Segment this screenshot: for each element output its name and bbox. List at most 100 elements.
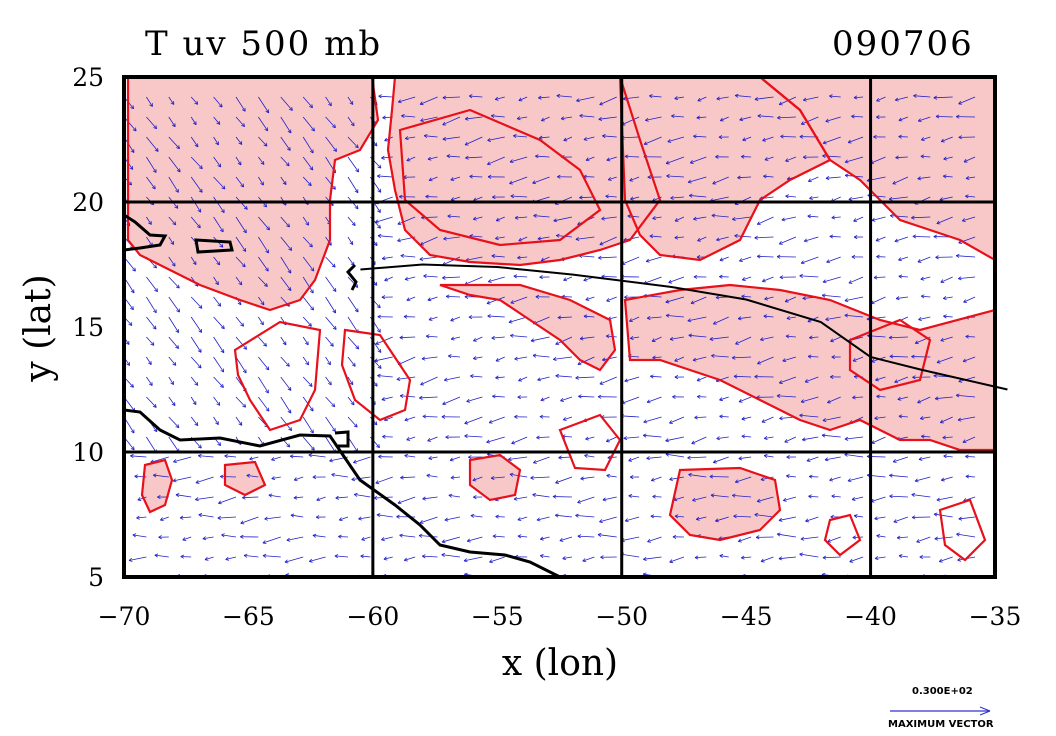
wind-vector-45 (146, 176, 156, 190)
wind-vector-head (807, 214, 812, 219)
wind-vector-head (159, 517, 164, 522)
wind-vector-head (384, 277, 389, 282)
wind-vector-798 (801, 116, 819, 125)
wind-vector-205 (293, 476, 304, 481)
wind-vector-114 (213, 296, 222, 307)
wind-vector-head (898, 134, 902, 139)
wind-vector-head (332, 185, 336, 190)
wind-vector-head (349, 241, 354, 245)
wind-vector-348 (401, 115, 416, 118)
wind-vector-head (377, 373, 381, 378)
wind-vector-head (243, 205, 248, 210)
wind-vector-472 (513, 135, 528, 138)
wind-vector-226 (309, 556, 326, 562)
wind-vector-271 (347, 156, 359, 173)
wind-vector-head (289, 454, 294, 459)
wind-vector-head (831, 355, 835, 360)
wind-vector-head (428, 177, 433, 182)
wind-vector-head (694, 555, 699, 560)
wind-vector-61 (168, 356, 177, 366)
wind-vector-142 (235, 236, 247, 252)
wind-vector-214 (302, 296, 314, 311)
wind-vector-head (697, 97, 702, 102)
wind-vector-head (696, 377, 701, 382)
wind-vector-755 (786, 475, 796, 478)
wind-vector-562 (606, 335, 617, 338)
wind-vector-head (821, 293, 826, 298)
wind-vector-583 (620, 415, 640, 418)
wind-vector-878 (893, 516, 909, 523)
wind-vector-173 (258, 116, 269, 132)
wind-vector-head (196, 224, 201, 229)
wind-vector-310 (377, 375, 393, 378)
wind-vector-711 (732, 356, 752, 359)
wind-vector-head (445, 294, 450, 299)
wind-vector-head (530, 475, 534, 480)
wind-vector-638 (666, 314, 684, 318)
wind-vector-768 (781, 216, 796, 221)
wind-vector-head (376, 444, 380, 449)
wind-vector-head (311, 127, 315, 132)
wind-vector-head (399, 335, 404, 340)
wind-vector-393 (447, 215, 460, 218)
wind-vector-708 (741, 416, 752, 420)
shaded-region-7 (142, 460, 172, 512)
wind-vector-head (198, 328, 203, 333)
wind-vector-124 (213, 96, 223, 108)
wind-vector-154 (242, 496, 259, 499)
wind-vector-head (647, 175, 652, 180)
wind-vector-518 (553, 216, 573, 222)
wind-vector-491 (541, 256, 550, 262)
wind-vector-head (605, 438, 610, 443)
wind-vector-795 (808, 176, 819, 182)
wind-vector-head (487, 279, 492, 283)
wind-vector-417 (469, 235, 483, 238)
wind-vector-head (539, 414, 544, 419)
wind-vector-962 (965, 336, 976, 338)
wind-vector-head (512, 133, 517, 138)
wind-vector-276 (360, 555, 371, 558)
wind-vector-head (355, 345, 360, 350)
wind-vector-341 (400, 255, 416, 258)
wind-vector-head (763, 453, 768, 458)
wind-vector-head (889, 473, 893, 478)
wind-vector-head (516, 116, 521, 121)
wind-vector-928 (934, 513, 953, 518)
wind-vector-head (599, 101, 604, 106)
wind-vector-head (351, 362, 356, 367)
wind-vector-head (237, 301, 242, 306)
wind-vector-79 (175, 494, 192, 498)
wind-vector-653 (696, 516, 707, 520)
reference-vector-arrow (890, 706, 991, 716)
wind-vector-539 (585, 296, 595, 301)
wind-vector-head (179, 515, 184, 520)
wind-vector-head (350, 122, 355, 127)
wind-vector-686 (711, 355, 729, 358)
wind-vector-head (486, 161, 491, 166)
wind-vector-945 (943, 175, 953, 178)
wind-vector-head (495, 357, 500, 362)
wind-vector-head (849, 558, 854, 563)
wind-vector-head (778, 556, 783, 561)
wind-vector-840 (848, 276, 864, 284)
wind-vector-head (920, 276, 925, 281)
wind-vector-head (309, 289, 314, 294)
wind-vector-head (827, 399, 831, 404)
wind-vector-661 (692, 356, 707, 361)
wind-vector-head (492, 195, 496, 200)
wind-vector-head (734, 233, 738, 238)
wind-vector-head (327, 381, 332, 386)
wind-vector-head (376, 174, 381, 179)
wind-vector-224 (302, 96, 313, 109)
wind-vector-head (606, 157, 611, 162)
wind-vector-23 (124, 116, 137, 132)
wind-vector-273 (347, 116, 355, 127)
wind-vector-405 (472, 476, 483, 481)
wind-vector-head (377, 224, 381, 229)
wind-vector-263 (347, 316, 359, 334)
wind-vector-51 (154, 554, 169, 558)
wind-vector-440 (488, 276, 505, 283)
wind-vector-head (694, 415, 698, 420)
wind-vector-419 (473, 196, 483, 201)
